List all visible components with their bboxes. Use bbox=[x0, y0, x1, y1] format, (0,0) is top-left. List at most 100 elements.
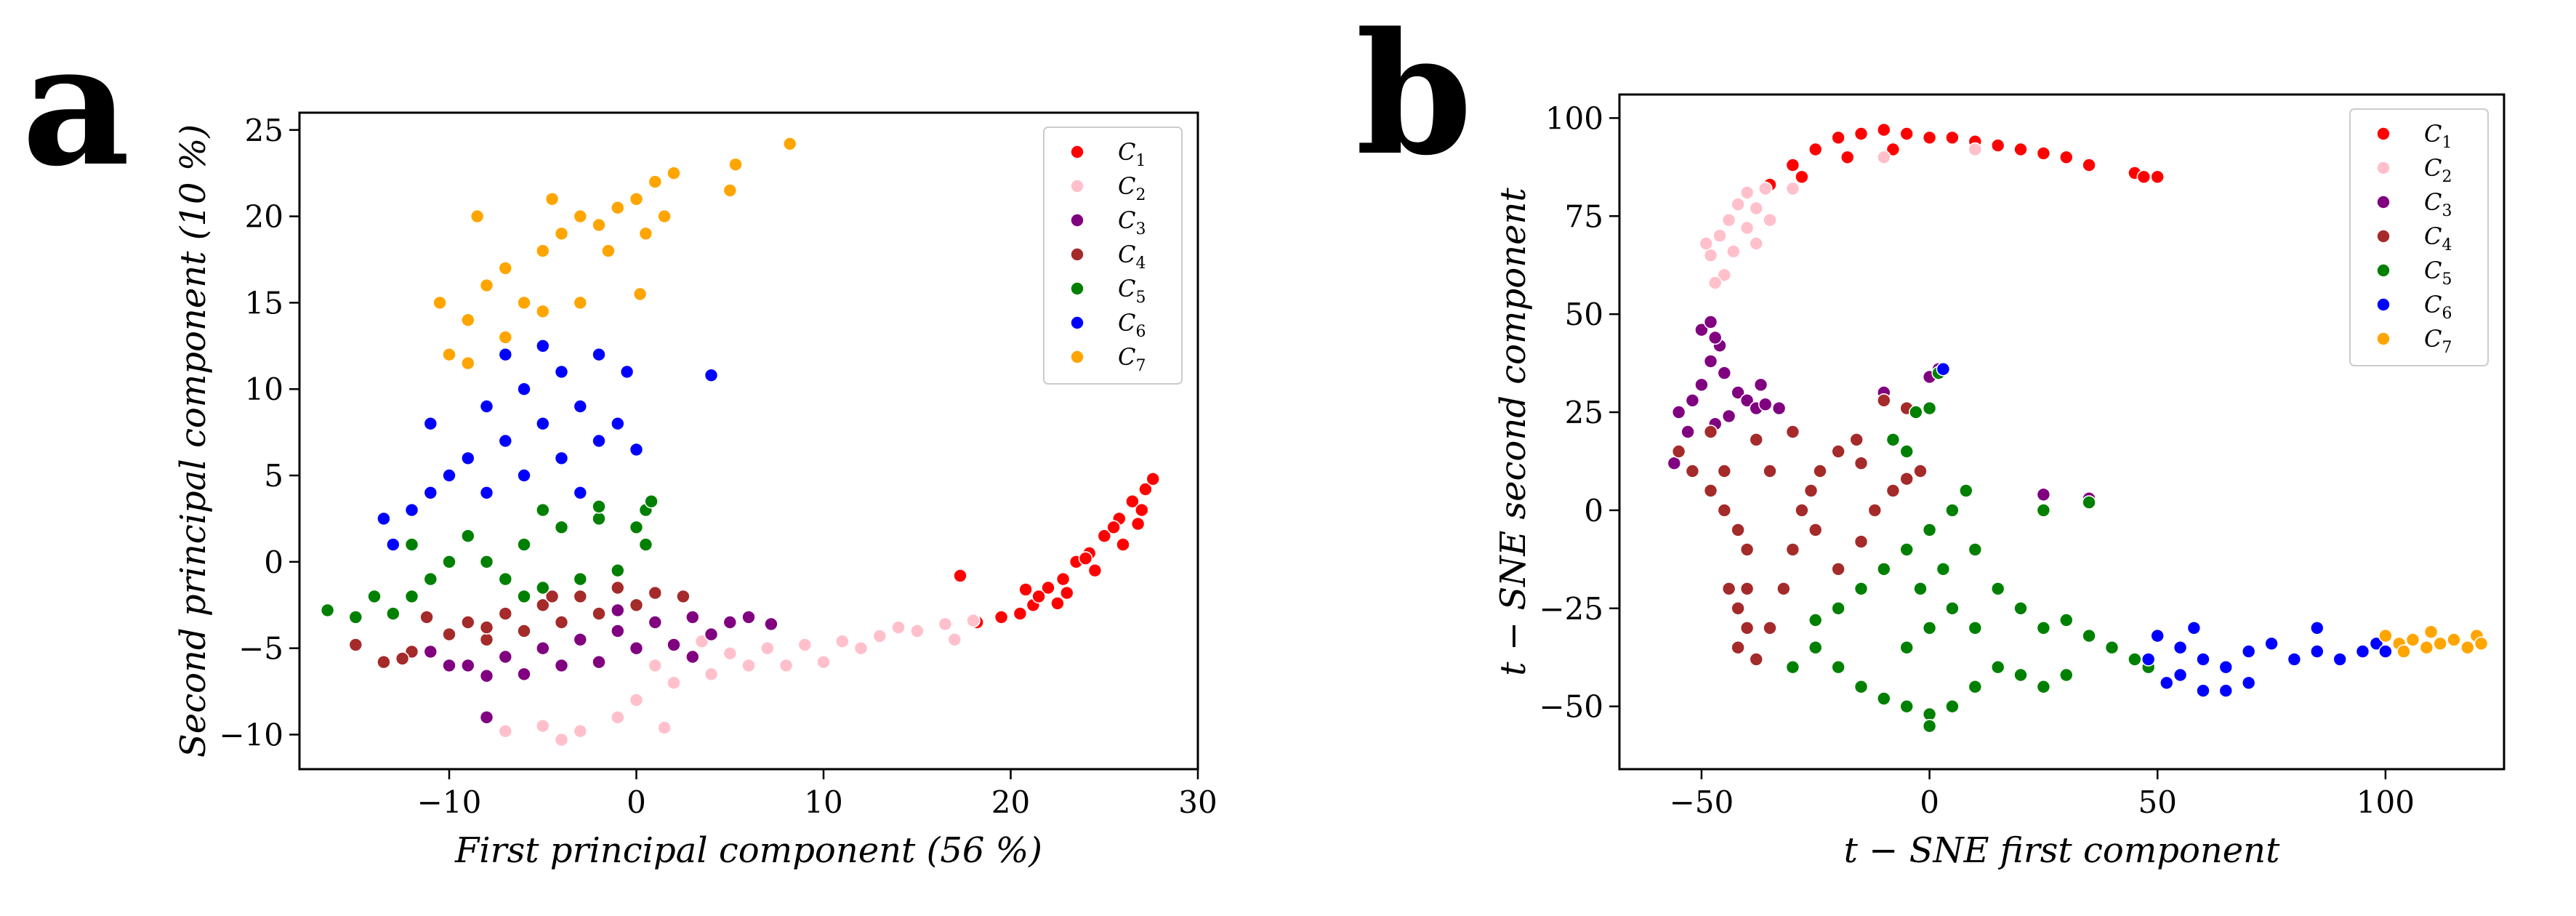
data-point bbox=[554, 615, 569, 630]
legend-marker bbox=[1070, 247, 1084, 262]
data-point bbox=[1853, 456, 1869, 471]
data-point bbox=[966, 613, 981, 628]
data-point bbox=[1685, 393, 1700, 408]
data-point bbox=[910, 624, 925, 638]
data-point bbox=[872, 629, 887, 643]
legend-label: C3 bbox=[2424, 188, 2452, 220]
data-point bbox=[2474, 636, 2489, 651]
y-tick-label: 75 bbox=[1565, 198, 1603, 234]
data-point bbox=[1785, 659, 1800, 675]
data-point bbox=[554, 451, 569, 466]
data-point bbox=[1936, 561, 1951, 576]
chart-a: −10 0 10 20 30 −10 −5 0 5 10 15 20 25 First principal… bbox=[173, 111, 1217, 871]
data-point bbox=[1721, 581, 1736, 596]
data-point bbox=[1853, 581, 1869, 596]
data-point bbox=[853, 640, 869, 656]
data-point bbox=[1731, 600, 1745, 616]
data-point bbox=[498, 723, 513, 739]
series-c5 bbox=[320, 494, 659, 624]
data-point bbox=[517, 468, 531, 483]
data-point bbox=[2264, 636, 2279, 651]
x-tick-label: 10 bbox=[804, 784, 842, 820]
data-point bbox=[1087, 563, 1103, 578]
data-point bbox=[648, 658, 663, 673]
data-point bbox=[1909, 405, 1923, 419]
data-point bbox=[377, 654, 391, 670]
data-point bbox=[592, 347, 606, 362]
legend-marker bbox=[2376, 332, 2391, 346]
data-point bbox=[2355, 644, 2370, 659]
data-point bbox=[2150, 169, 2165, 185]
data-point bbox=[2196, 652, 2210, 667]
data-point bbox=[535, 718, 550, 734]
data-point bbox=[1041, 580, 1055, 595]
data-point bbox=[657, 209, 672, 224]
data-point bbox=[1739, 220, 1755, 236]
data-point bbox=[1125, 494, 1140, 509]
data-point bbox=[1731, 640, 1745, 655]
data-point bbox=[632, 286, 648, 302]
data-point bbox=[2082, 158, 2096, 172]
series-c5 bbox=[1785, 366, 2156, 734]
data-point bbox=[442, 627, 456, 642]
data-point bbox=[648, 585, 663, 600]
x-tick-label: −10 bbox=[417, 784, 482, 820]
x-tick-label: 0 bbox=[1920, 784, 1939, 820]
data-point bbox=[1803, 483, 1819, 498]
data-point bbox=[1831, 444, 1846, 459]
x-axis-label: t − SNE first component bbox=[1844, 830, 2281, 871]
data-point bbox=[1726, 244, 1741, 259]
data-point bbox=[460, 355, 475, 371]
y-tick-label: 50 bbox=[1565, 297, 1603, 332]
data-point bbox=[1731, 197, 1745, 212]
data-point bbox=[592, 606, 606, 621]
data-point bbox=[638, 226, 653, 241]
data-point bbox=[1959, 483, 1973, 498]
data-point bbox=[2013, 667, 2028, 683]
legend-label: C5 bbox=[1118, 275, 1146, 307]
data-point bbox=[1135, 502, 1149, 518]
data-point bbox=[1731, 385, 1745, 400]
data-point bbox=[2423, 624, 2439, 640]
series-c6 bbox=[1936, 361, 2393, 698]
data-point bbox=[1922, 523, 1937, 537]
data-point bbox=[442, 554, 456, 569]
data-point bbox=[760, 640, 775, 656]
data-point bbox=[667, 638, 681, 652]
data-point bbox=[1899, 542, 1914, 557]
legend-label: C3 bbox=[1118, 206, 1146, 238]
data-point bbox=[782, 137, 797, 151]
plot-frame bbox=[1618, 93, 2505, 771]
data-point bbox=[1763, 620, 1777, 635]
data-point bbox=[1707, 276, 1723, 290]
data-point bbox=[1753, 377, 1768, 393]
data-point bbox=[423, 571, 438, 587]
data-point bbox=[479, 632, 494, 647]
legend-label: C4 bbox=[2424, 222, 2452, 254]
chart-b: −50 0 50 100 −50 −25 0 25 50 75 100 t − SNE first c… bbox=[1493, 93, 2505, 871]
data-point bbox=[1877, 561, 1891, 576]
data-point bbox=[1945, 130, 1960, 145]
legend-marker bbox=[1070, 213, 1084, 228]
series-c1 bbox=[953, 471, 1160, 630]
data-point bbox=[685, 649, 700, 664]
data-point bbox=[479, 668, 494, 683]
data-point bbox=[1018, 582, 1033, 597]
data-point bbox=[2150, 628, 2165, 643]
data-point bbox=[1808, 640, 1823, 655]
data-point bbox=[629, 640, 644, 656]
series-c2 bbox=[498, 613, 981, 747]
data-point bbox=[648, 615, 663, 630]
data-point bbox=[404, 502, 419, 518]
y-tick-label: 100 bbox=[1545, 100, 1603, 136]
legend-marker bbox=[1070, 179, 1084, 193]
data-point bbox=[629, 191, 644, 206]
data-point bbox=[953, 569, 967, 583]
data-point bbox=[1138, 482, 1153, 497]
legend-label: C5 bbox=[2424, 257, 2452, 289]
data-point bbox=[535, 580, 550, 595]
legend-marker bbox=[2376, 161, 2391, 175]
data-point bbox=[573, 485, 588, 500]
data-point bbox=[1703, 483, 1718, 498]
